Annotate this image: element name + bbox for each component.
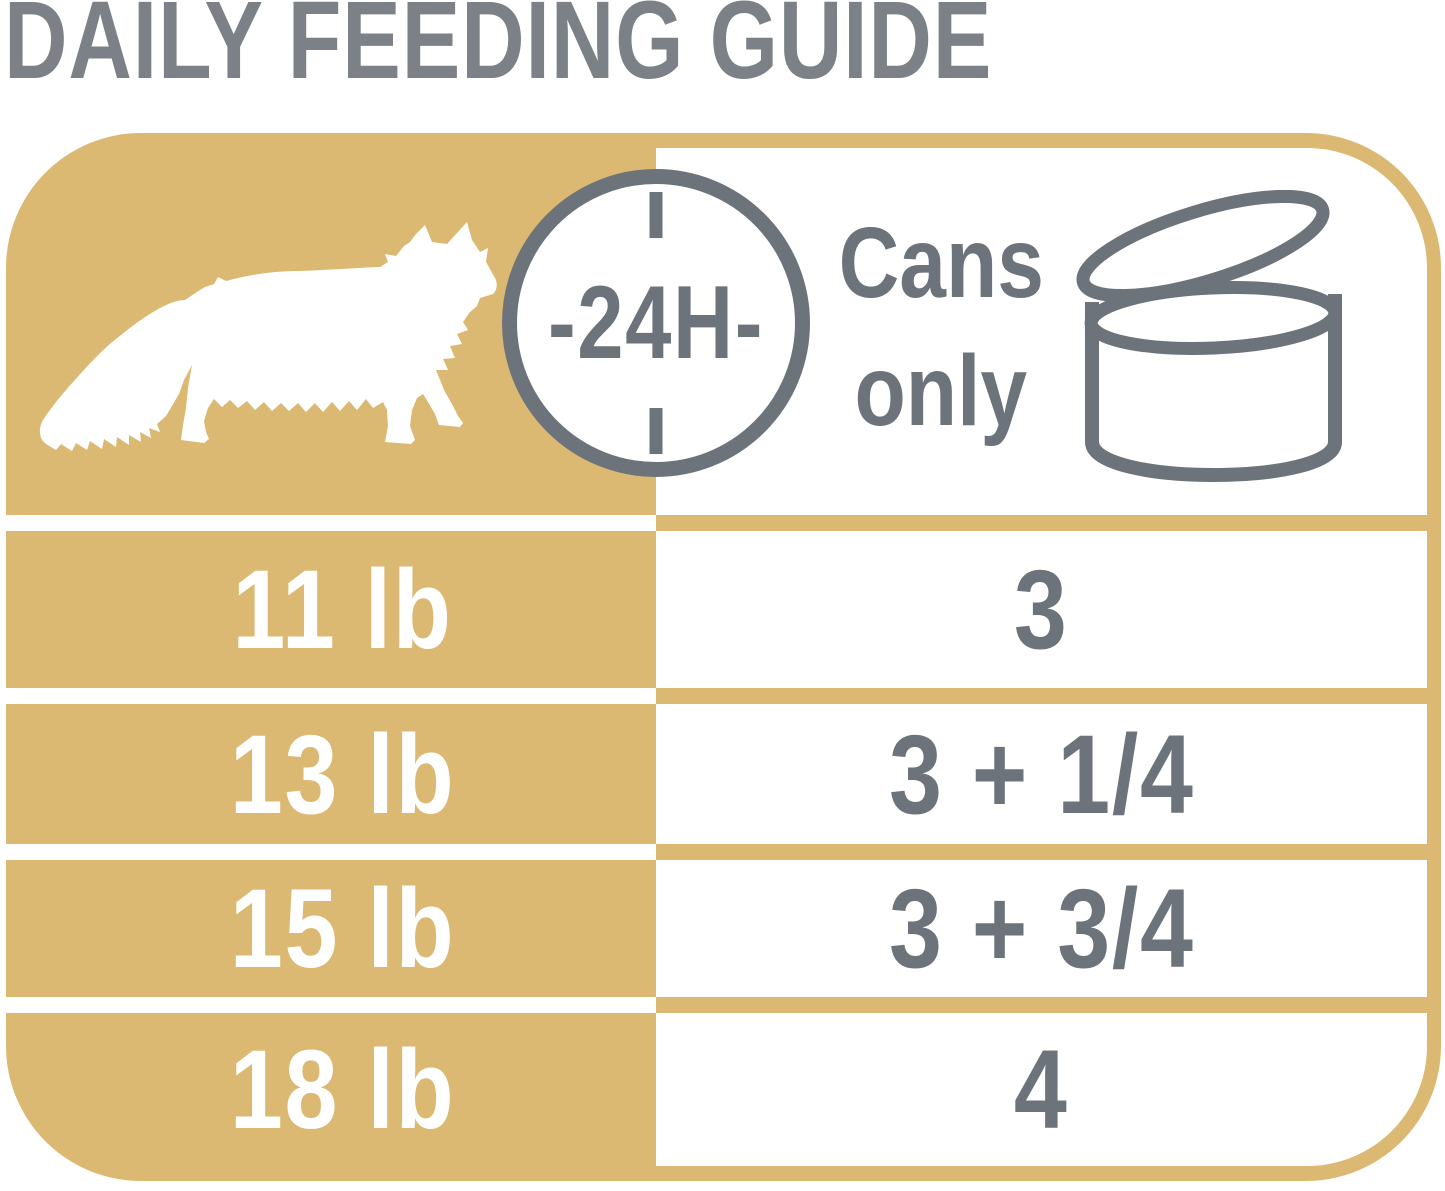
cans-label-line2: only [854,335,1028,447]
weight-cell: 15 lb [230,866,456,991]
open-can-icon [1075,190,1355,510]
row-separator [656,997,1441,1013]
row-separator [656,515,1441,531]
row-separator [6,997,656,1013]
row-separator [6,844,656,860]
row-separator [6,515,656,531]
cans-cell: 3 + 3/4 [888,866,1195,991]
clock-tick-bottom [649,408,663,454]
row-separator [656,688,1441,704]
clock-label: -24H- [547,264,765,381]
weight-cell: 13 lb [230,711,456,837]
row-separator [6,688,656,704]
page-title: DAILY FEEDING GUIDE [4,0,993,102]
clock-tick-top [649,192,663,238]
cat-silhouette-icon [36,218,506,458]
cans-cell: 4 [1014,1026,1069,1152]
feeding-guide-card: -24H- Cans only 11 lb 3 13 lb 3 + 1/4 15… [6,133,1441,1181]
cans-label-line1: Cans [838,207,1044,319]
weight-cell: 18 lb [230,1026,456,1152]
cans-cell: 3 + 1/4 [888,711,1195,837]
cans-only-label: Cans only [796,199,1086,455]
weight-cell: 11 lb [232,547,454,672]
24h-clock-icon: -24H- [502,169,810,477]
row-separator [656,844,1441,860]
cans-cell: 3 [1014,547,1069,672]
